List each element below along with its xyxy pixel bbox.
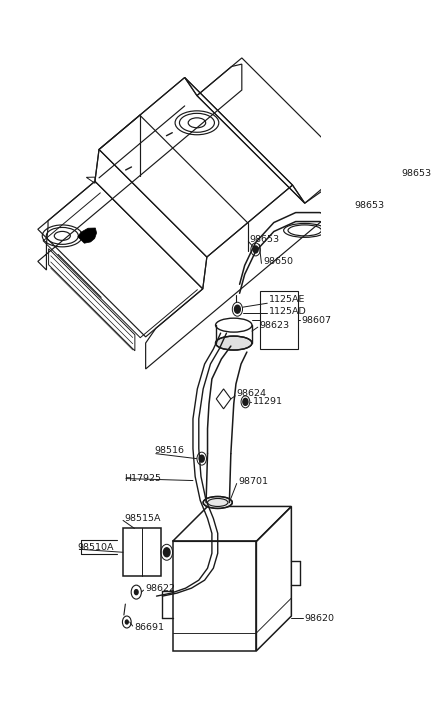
Circle shape: [163, 547, 170, 557]
Text: 1125AE: 1125AE: [269, 294, 305, 304]
Text: 98607: 98607: [302, 316, 332, 325]
Text: 98516: 98516: [154, 446, 184, 455]
Text: 98510A: 98510A: [78, 543, 114, 552]
Circle shape: [199, 455, 204, 462]
Circle shape: [234, 305, 240, 313]
Text: 98515A: 98515A: [124, 514, 161, 523]
Polygon shape: [78, 228, 96, 244]
Text: 11291: 11291: [253, 398, 283, 406]
Text: H17925: H17925: [124, 474, 162, 483]
Text: 98650: 98650: [263, 257, 293, 266]
Circle shape: [125, 620, 128, 624]
Text: 98653: 98653: [250, 235, 280, 244]
Circle shape: [134, 590, 138, 595]
Text: 98622: 98622: [145, 584, 175, 593]
Circle shape: [345, 216, 350, 223]
Text: 86691: 86691: [134, 624, 164, 632]
Text: 98624: 98624: [237, 390, 267, 398]
Ellipse shape: [215, 336, 252, 350]
Text: 98620: 98620: [304, 614, 335, 622]
Text: 98653: 98653: [401, 169, 431, 178]
Text: 98701: 98701: [238, 477, 268, 486]
Ellipse shape: [203, 497, 232, 508]
Text: 98623: 98623: [259, 321, 290, 329]
Circle shape: [392, 182, 396, 189]
Text: 98653: 98653: [355, 201, 385, 210]
Circle shape: [243, 398, 248, 406]
Circle shape: [253, 246, 258, 253]
Text: 1125AD: 1125AD: [269, 307, 307, 316]
